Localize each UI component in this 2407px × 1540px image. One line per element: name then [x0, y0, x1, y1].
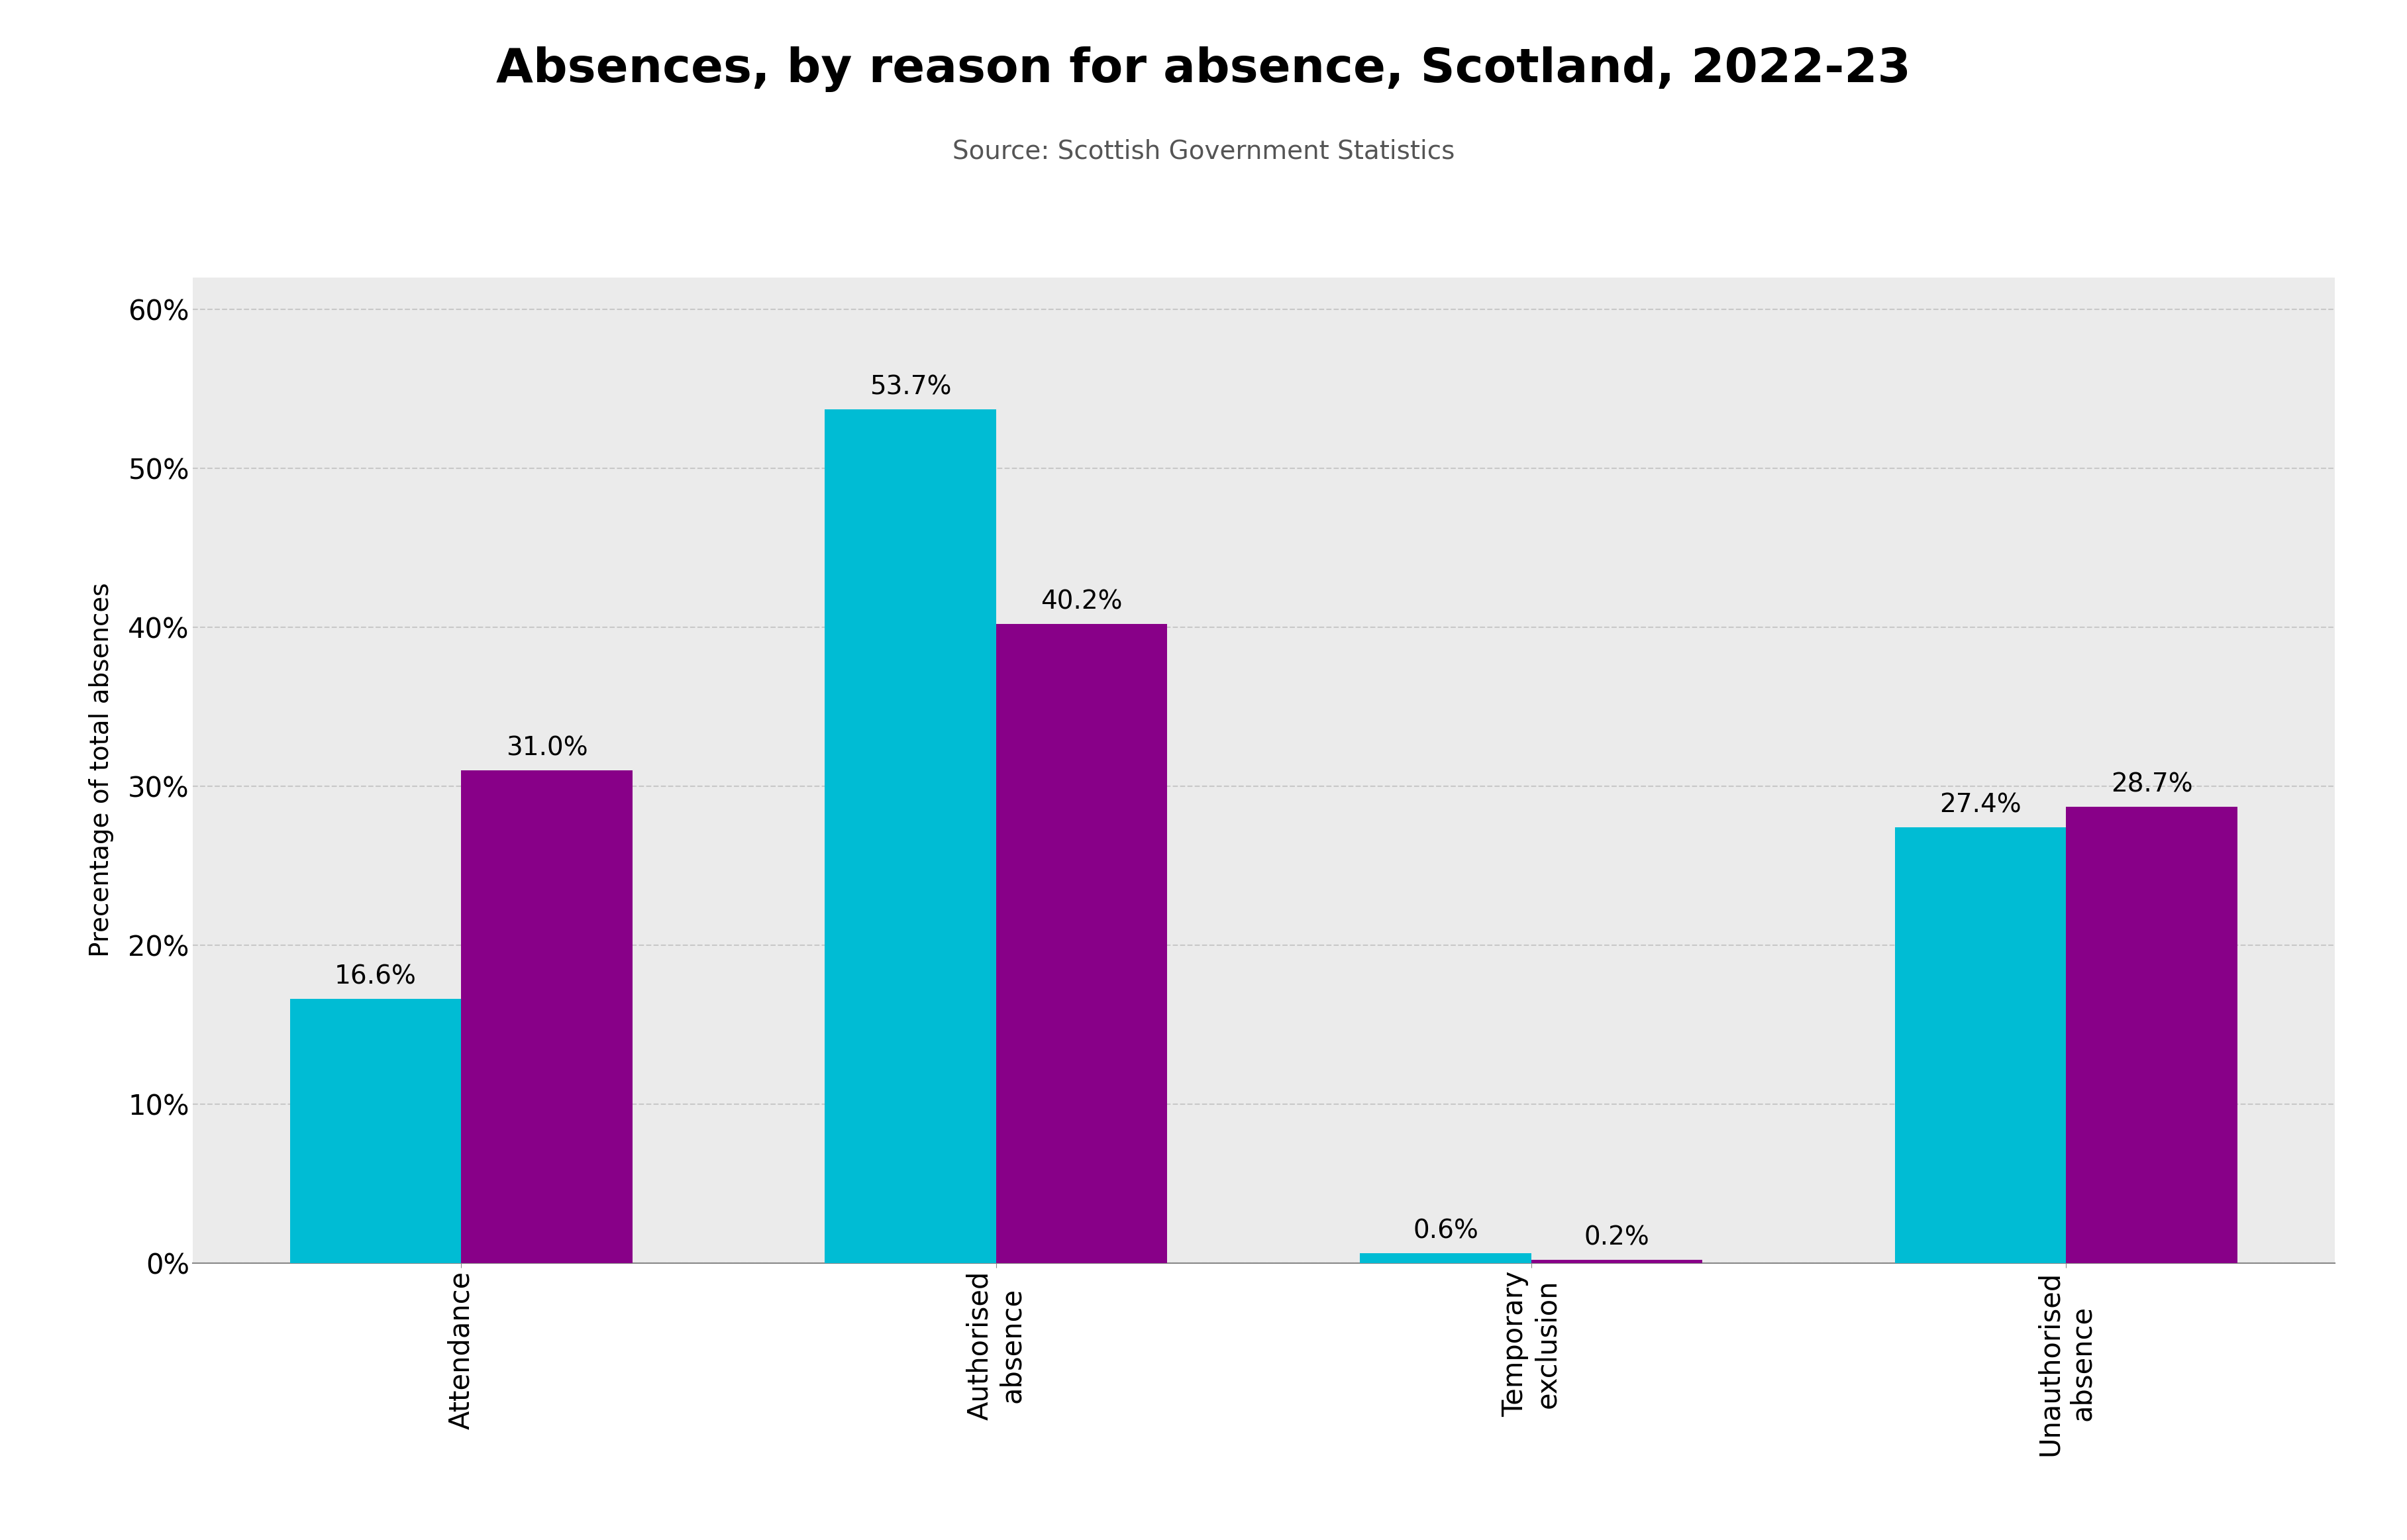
- Bar: [2065, 807, 2239, 1263]
- Text: 31.0%: 31.0%: [505, 735, 587, 761]
- Text: 16.6%: 16.6%: [335, 964, 416, 989]
- Bar: [996, 624, 1167, 1263]
- Bar: [1360, 1254, 1531, 1263]
- Text: 40.2%: 40.2%: [1040, 588, 1122, 614]
- Text: Absences, by reason for absence, Scotland, 2022-23: Absences, by reason for absence, Scotlan…: [496, 46, 1911, 92]
- Text: 0.6%: 0.6%: [1413, 1218, 1478, 1244]
- Text: 0.2%: 0.2%: [1584, 1224, 1649, 1250]
- Bar: [1531, 1260, 1702, 1263]
- Bar: [462, 770, 633, 1263]
- Bar: [289, 999, 462, 1263]
- Bar: [826, 410, 996, 1263]
- Bar: [1894, 827, 2065, 1263]
- Text: Source: Scottish Government Statistics: Source: Scottish Government Statistics: [953, 139, 1454, 163]
- Y-axis label: Precentage of total absences: Precentage of total absences: [89, 582, 113, 958]
- Text: 53.7%: 53.7%: [869, 374, 951, 399]
- Text: 27.4%: 27.4%: [1940, 793, 2022, 818]
- Text: 28.7%: 28.7%: [2111, 772, 2193, 798]
